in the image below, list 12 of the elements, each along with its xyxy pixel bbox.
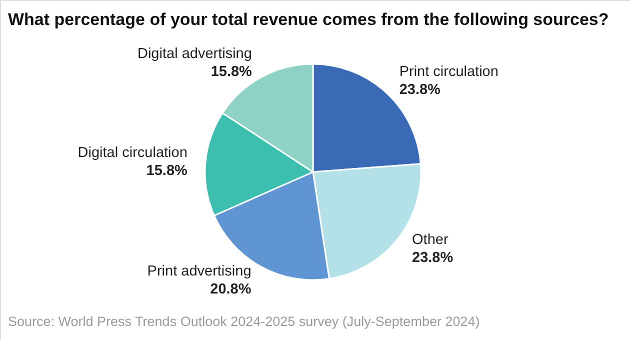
data-label: 15.8% [210,64,252,80]
data-label: 23.8% [399,82,441,98]
slice-label: Print circulation [399,64,498,80]
data-label: 15.8% [146,162,188,179]
slice-label: Other [412,232,448,248]
data-label: 23.8% [412,250,454,266]
source-note: Source: World Press Trends Outlook 2024-2025 survey (July-September 2024) [8,314,480,329]
data-label: 20.8% [210,282,252,298]
slice-label: Digital circulation [78,144,188,161]
slice-label: Print advertising [147,264,252,280]
slice-label: Digital advertising [137,46,252,62]
chart-title: What percentage of your total revenue comes from the following sources? [8,10,609,29]
